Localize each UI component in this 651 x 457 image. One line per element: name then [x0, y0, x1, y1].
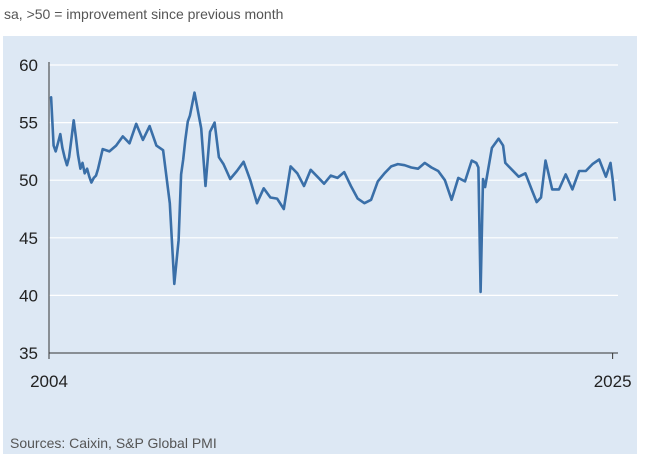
y-tick-label-45: 45 — [19, 229, 38, 248]
chart-panel — [3, 36, 637, 454]
axes — [48, 62, 618, 359]
series-line-0 — [49, 91, 617, 294]
x-tick-label-2004: 2004 — [30, 372, 68, 391]
x-tick-label-2025: 2025 — [594, 372, 632, 391]
chart-subtitle: sa, >50 = improvement since previous mon… — [4, 6, 284, 22]
y-tick-label-35: 35 — [19, 344, 38, 363]
series — [49, 91, 617, 294]
y-tick-label-40: 40 — [19, 286, 38, 305]
chart-source: Sources: Caixin, S&P Global PMI — [10, 435, 217, 451]
gridlines — [49, 64, 618, 296]
y-tick-label-60: 60 — [19, 56, 38, 75]
y-tick-label-55: 55 — [19, 114, 38, 133]
tick-labels: 35 40 45 50 55 60 2004 2025 — [19, 56, 631, 391]
y-tick-label-50: 50 — [19, 171, 38, 190]
